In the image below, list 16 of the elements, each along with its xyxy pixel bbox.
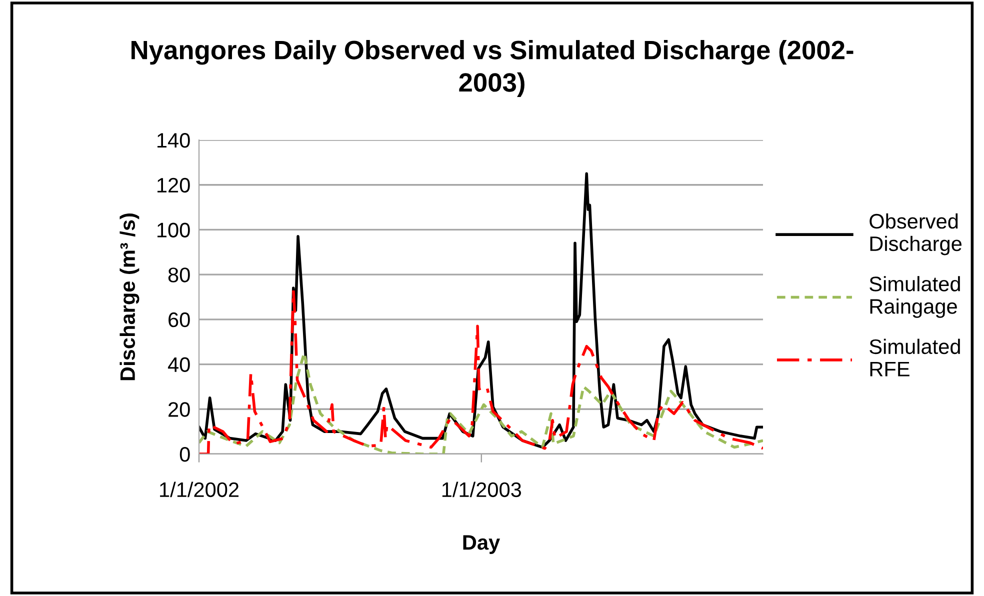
legend-label: Observed Discharge <box>870 213 962 256</box>
legend-label: Simulated RFE <box>870 338 960 376</box>
chart-title: Nyangores Daily Observed vs Simulated Discharge (2002- 2003) <box>132 40 854 98</box>
y-tick-label: 60 <box>168 312 190 328</box>
y-tick-label: 20 <box>168 402 190 417</box>
x-tick-label: 1/1/2002 <box>160 482 239 498</box>
y-tick-label: 40 <box>168 357 190 372</box>
y-tick-label: 100 <box>158 222 190 238</box>
y-axis-title: Discharge (m³ /s) <box>120 214 140 380</box>
y-tick-label: 120 <box>158 178 190 193</box>
y-tick-label: 0 <box>180 447 190 462</box>
y-tick-label: 80 <box>168 268 190 282</box>
legend-label: Simulated Raingage <box>870 276 960 318</box>
y-tick-label: 140 <box>158 133 190 148</box>
x-axis-title: Day <box>463 535 500 554</box>
x-tick-label: 1/1/2003 <box>442 482 522 498</box>
